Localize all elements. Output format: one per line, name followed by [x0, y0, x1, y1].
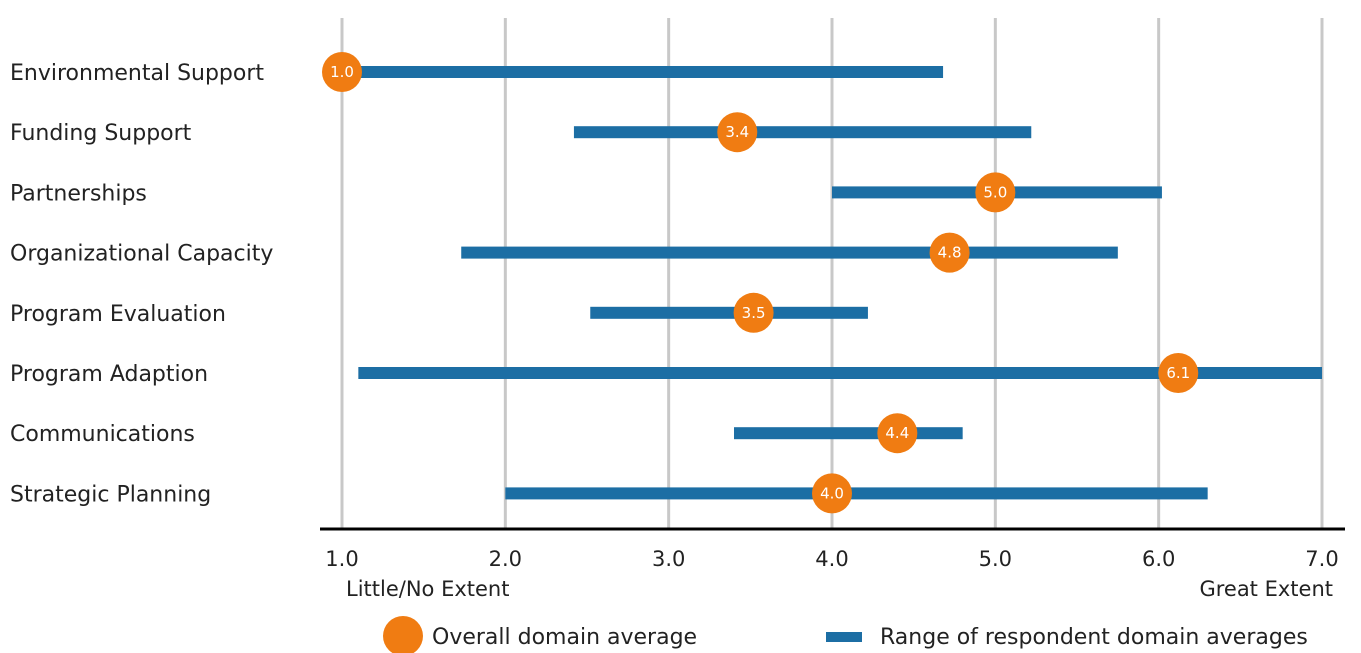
range-bar-6	[734, 427, 963, 440]
average-dot-6	[877, 413, 918, 454]
average-dot-label-1: 3.4	[725, 123, 749, 141]
legend-bar-label: Range of respondent domain averages	[880, 625, 1308, 650]
range-bar-1	[573, 126, 1032, 139]
x-tick-label-5: 6.0	[1142, 547, 1175, 571]
average-dot-7	[812, 473, 852, 514]
x-tick-label-4: 5.0	[979, 547, 1012, 571]
range-bar-5	[358, 367, 1322, 379]
average-dot-label-2: 5.0	[983, 183, 1007, 201]
average-dot-2	[975, 172, 1016, 213]
average-dot-label-4: 3.5	[742, 304, 766, 322]
average-dot-label-6: 4.4	[885, 424, 909, 442]
category-label-5: Program Adaption	[10, 362, 208, 387]
range-bar-7	[505, 487, 1208, 500]
average-dot-1	[717, 112, 758, 153]
category-label-7: Strategic Planning	[10, 482, 211, 507]
x-tick-label-0: 1.0	[325, 547, 358, 571]
category-label-3: Organizational Capacity	[10, 242, 273, 267]
x-tick-label-2: 3.0	[652, 547, 685, 571]
x-tick-label-3: 4.0	[815, 547, 848, 571]
average-dots: 1.0 3.4 5.0 4.8 3.5 6.1 4.4 4.0	[322, 52, 1199, 514]
range-bar-3	[461, 246, 1118, 259]
legend-dot-swatch	[383, 616, 423, 653]
category-label-6: Communications	[10, 422, 195, 447]
legend-bar-swatch	[826, 632, 862, 642]
range-bar-0	[342, 66, 944, 78]
average-dot-0	[322, 52, 362, 92]
range-bar-4	[590, 306, 868, 319]
category-labels: Environmental Support Funding Support Part…	[10, 61, 273, 507]
average-dot-label-7: 4.0	[820, 484, 844, 502]
average-dot-3	[929, 232, 970, 273]
average-dot-5	[1158, 353, 1199, 393]
average-dot-label-5: 6.1	[1166, 364, 1190, 382]
legend: Overall domain average Range of responde…	[383, 616, 1308, 653]
x-low-extent-label: Little/No Extent	[346, 577, 509, 601]
category-label-4: Program Evaluation	[10, 302, 226, 327]
x-high-extent-label: Great Extent	[1199, 577, 1333, 601]
x-tick-label-1: 2.0	[489, 547, 522, 571]
x-tick-label-6: 7.0	[1305, 547, 1338, 571]
grid-lines	[340, 18, 1324, 528]
average-dot-4	[733, 292, 774, 333]
category-label-1: Funding Support	[10, 121, 192, 146]
legend-dot-label: Overall domain average	[432, 625, 697, 650]
average-dot-label-3: 4.8	[938, 244, 962, 262]
x-tick-labels: 1.0 2.0 3.0 4.0 5.0 6.0 7.0	[325, 547, 1338, 571]
category-label-2: Partnerships	[10, 181, 147, 206]
category-label-0: Environmental Support	[10, 61, 264, 86]
average-dot-label-0: 1.0	[330, 63, 354, 81]
